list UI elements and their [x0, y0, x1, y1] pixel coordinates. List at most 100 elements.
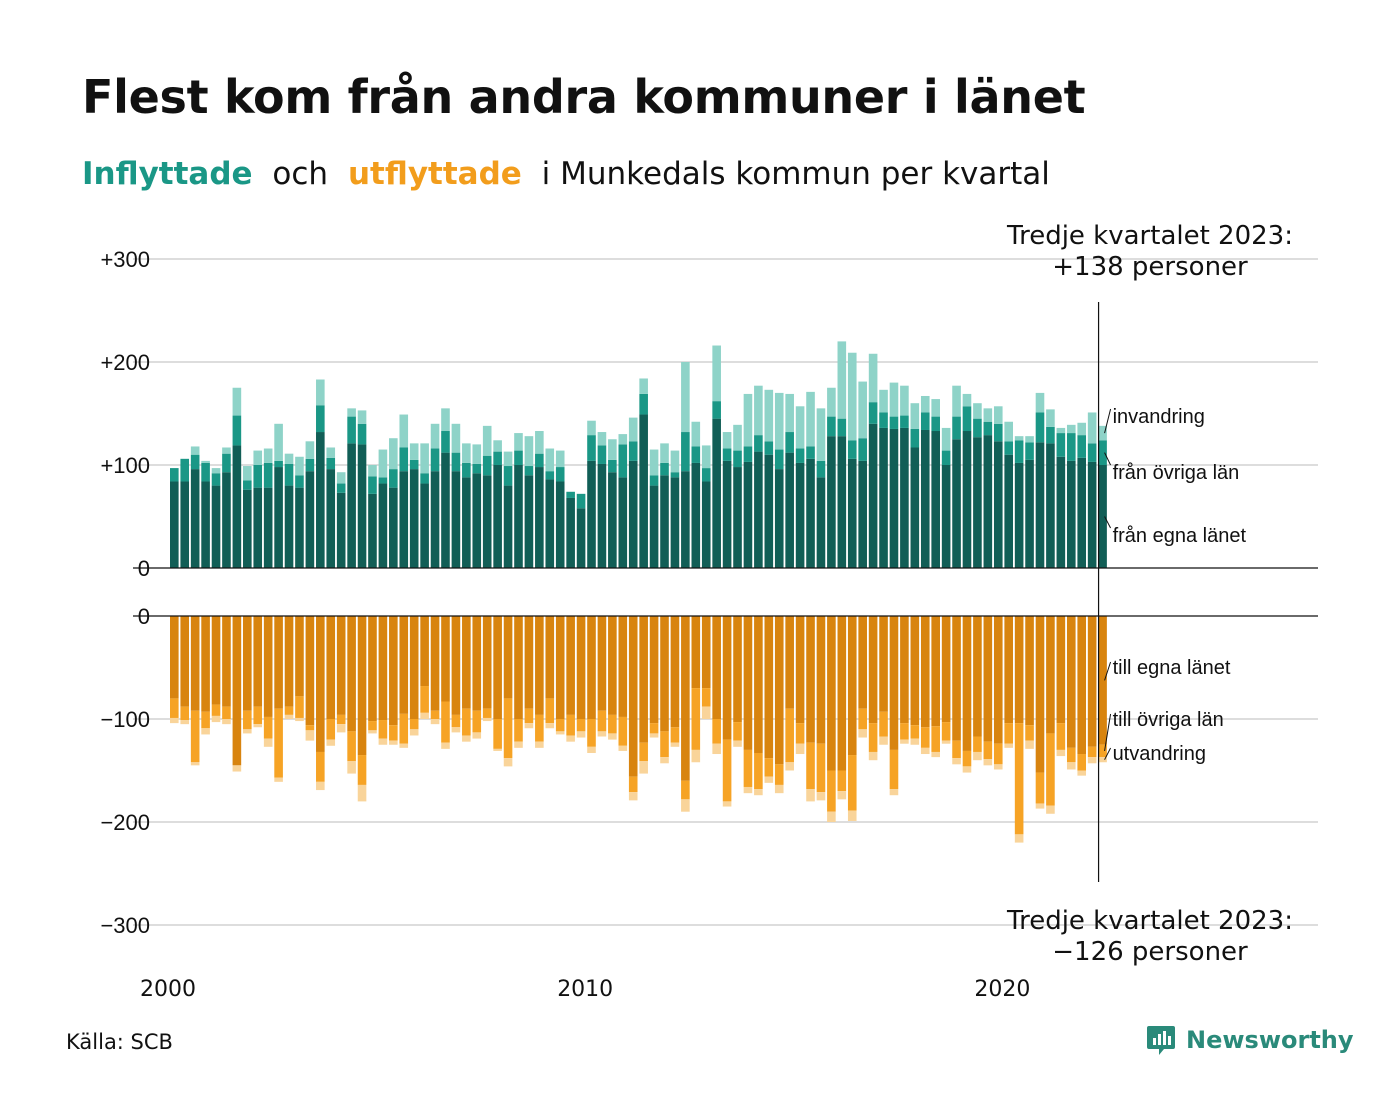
outflow-bar-segment — [1056, 616, 1066, 724]
inflow-bar-segment — [180, 481, 190, 568]
bottom-callout-value: −126 personer — [1052, 937, 1248, 967]
outflow-bar-segment — [1014, 723, 1024, 835]
outflow-bar-segment — [462, 708, 471, 736]
inflow-bar-segment — [451, 471, 461, 568]
inflow-bar-segment — [441, 452, 450, 568]
outflow-bar-segment — [1014, 834, 1024, 843]
inflow-bar-segment — [441, 431, 450, 453]
outflow-bar-segment — [670, 742, 680, 747]
outflow-bar-segment — [284, 706, 294, 715]
outflow-bar-segment — [420, 616, 429, 687]
chart-gridlines — [133, 258, 1318, 926]
inflow-bar-segment — [1056, 427, 1066, 434]
outflow-bar-segment — [1035, 772, 1045, 804]
outflow-bar-segment — [722, 801, 732, 807]
outflow-bar-segment — [879, 616, 888, 712]
inflow-bar-segment — [1098, 465, 1107, 568]
segment-label-outflow: till egna länet — [1113, 657, 1231, 679]
outflow-bar-segment — [336, 616, 346, 715]
outflow-bar-segment — [1077, 770, 1087, 776]
outflow-bar-segment — [858, 708, 867, 730]
inflow-bar-segment — [941, 450, 951, 465]
inflow-bar-segment — [900, 385, 909, 416]
inflow-bar-segment — [503, 466, 513, 486]
outflow-bar-segment — [211, 616, 221, 705]
outflow-bar-segment — [900, 616, 909, 724]
inflow-bar-segment — [889, 416, 899, 429]
outflow-bar-segment — [847, 810, 857, 821]
inflow-bar-segment — [420, 483, 429, 568]
inflow-bar-segment — [931, 431, 940, 568]
inflow-bar-segment — [399, 447, 409, 472]
outflow-bar-segment — [493, 616, 502, 719]
bottom-callout-title: Tredje kvartalet 2023: — [1006, 906, 1293, 936]
inflow-bar-segment — [357, 410, 367, 424]
outflow-bar-segment — [326, 739, 336, 746]
inflow-bar-segment — [284, 453, 294, 464]
outflow-bar-segment — [806, 742, 815, 790]
outflow-bar-segment — [764, 616, 774, 759]
outflow-bar-segment — [920, 616, 930, 728]
outflow-bar-segment — [503, 616, 513, 699]
outflow-bar-segment — [941, 740, 951, 744]
x-axis-labels: 2000 2010 2020 — [140, 977, 1030, 1000]
inflow-bar-segment — [910, 428, 920, 448]
inflow-bar-segment — [827, 416, 836, 437]
inflow-bar-segment — [587, 460, 596, 568]
inflow-bar-segment — [660, 443, 669, 463]
inflow-bar-segment — [879, 427, 888, 568]
inflow-bar-segment — [409, 469, 419, 568]
inflow-bar-segment — [827, 387, 836, 417]
outflow-bar-segment — [222, 616, 231, 707]
subtitle-inflow-word: Inflyttade — [82, 156, 253, 192]
inflow-bar-segment — [1025, 459, 1034, 568]
outflow-bar-segment — [545, 698, 555, 724]
outflow-bar-segment — [316, 781, 325, 791]
inflow-bar-segment — [347, 443, 356, 568]
inflow-bar-segment — [691, 421, 701, 447]
outflow-bar-segment — [941, 722, 951, 741]
inflow-bar-segment — [722, 460, 732, 568]
inflow-bar-segment — [462, 477, 471, 568]
segment-leader-line — [1104, 747, 1112, 760]
inflow-bar-segment — [983, 408, 993, 422]
inflow-bar-segment — [368, 465, 377, 477]
inflow-bar-segment — [1087, 443, 1097, 462]
outflow-bar-segment — [608, 616, 617, 715]
subtitle-rest: i Munkedals kommun per kvartal — [541, 156, 1050, 192]
outflow-bar-segment — [681, 799, 690, 812]
inflow-bar-segment — [837, 436, 847, 568]
outflow-bar-segment — [399, 713, 409, 744]
inflow-bar-segment — [555, 467, 565, 482]
inflow-bar-segment — [1087, 461, 1097, 568]
outflow-bar-segment — [712, 719, 721, 744]
inflow-bar-segment — [1077, 435, 1087, 458]
inflow-bar-segment — [1035, 392, 1045, 413]
inflow-bar-segment — [649, 449, 659, 476]
brand-name: Newsworthy — [1186, 1026, 1354, 1054]
inflow-bar-segment — [441, 408, 450, 432]
inflow-bar-segment — [524, 466, 534, 476]
outflow-bar-segment — [253, 616, 263, 707]
inflow-bar-segment — [472, 463, 482, 474]
outflow-bar-segment — [1066, 616, 1076, 748]
inflow-bar-segment — [347, 408, 356, 417]
outflow-bar-segment — [837, 616, 847, 771]
outflow-bar-segment — [983, 616, 993, 742]
outflow-bar-segment — [441, 616, 450, 702]
outflow-bar-segment — [462, 735, 471, 742]
inflow-bar-segment — [357, 444, 367, 568]
inflow-bar-segment — [785, 393, 794, 433]
inflow-bar-segment — [1046, 409, 1055, 427]
outflow-bar-segment — [649, 723, 659, 734]
inflow-bar-segment — [1066, 460, 1076, 568]
outflow-bars — [170, 616, 1107, 843]
outflow-bar-segment — [514, 719, 523, 742]
outflow-bar-segment — [962, 750, 972, 767]
inflow-bar-segment — [670, 477, 680, 568]
outflow-bar-segment — [1098, 757, 1107, 763]
x-tick-label: 2010 — [557, 977, 613, 1000]
y-tick-label-top: +200 — [100, 350, 150, 375]
outflow-bar-segment — [670, 616, 680, 728]
outflow-bar-segment — [743, 749, 753, 787]
